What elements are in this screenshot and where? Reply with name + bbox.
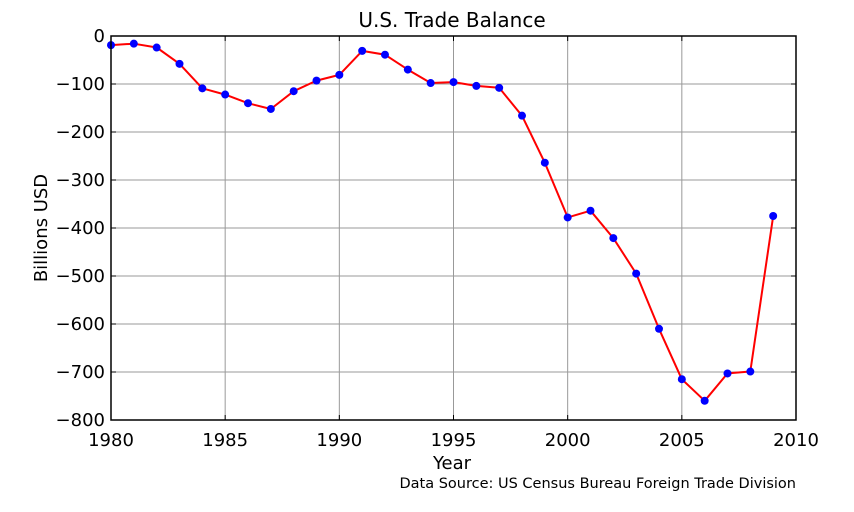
axis-ticks: 1980 1985 1990 1995 2000 2005 2010 0 −100 −200 −30…	[56, 26, 819, 451]
series-layer	[107, 39, 778, 405]
x-tick-label: 1980	[88, 430, 134, 451]
data-point-marker	[632, 269, 641, 278]
data-point-marker	[495, 83, 504, 92]
data-point-marker	[723, 369, 732, 378]
data-point-marker	[700, 396, 709, 405]
data-point-marker	[152, 43, 161, 52]
data-point-marker	[335, 70, 344, 79]
data-point-marker	[129, 39, 138, 48]
data-point-marker	[266, 104, 275, 113]
data-point-marker	[175, 59, 184, 68]
data-point-marker	[381, 50, 389, 59]
data-point-marker	[426, 79, 435, 88]
x-tick-label: 1985	[202, 430, 248, 451]
y-tick-label: −300	[56, 170, 105, 191]
x-tick-label: 2010	[773, 430, 819, 451]
data-point-marker	[221, 90, 230, 99]
y-tick-label: −700	[56, 362, 105, 383]
data-point-marker	[518, 111, 526, 120]
x-axis-label: Year	[432, 453, 472, 474]
data-point-marker	[746, 367, 755, 376]
y-tick-label: 0	[94, 26, 105, 47]
y-tick-label: −400	[56, 218, 105, 239]
data-point-marker	[472, 81, 481, 90]
x-tick-label: 1990	[316, 430, 362, 451]
data-point-marker	[563, 213, 572, 222]
data-point-marker	[312, 76, 321, 85]
data-point-marker	[244, 99, 252, 108]
y-tick-label: −200	[56, 122, 105, 143]
data-source-note: Data Source: US Census Bureau Foreign Tr…	[399, 476, 796, 492]
y-tick-label: −100	[56, 74, 105, 95]
data-point-marker	[289, 87, 298, 96]
chart-title: U.S. Trade Balance	[358, 8, 545, 32]
data-point-marker	[449, 78, 458, 87]
data-point-marker	[358, 46, 367, 55]
y-tick-label: −600	[56, 314, 105, 335]
x-tick-label: 2000	[545, 430, 591, 451]
x-tick-label: 1995	[431, 430, 477, 451]
series-line	[110, 42, 775, 402]
grid	[111, 36, 796, 420]
data-point-marker	[586, 206, 595, 215]
data-point-marker	[540, 158, 549, 167]
data-point-marker	[198, 84, 207, 93]
data-point-marker	[403, 65, 412, 74]
data-point-marker	[609, 234, 618, 243]
x-tick-label: 2005	[659, 430, 705, 451]
y-tick-label: −500	[56, 266, 105, 287]
data-point-marker	[769, 212, 778, 220]
y-axis-label: Billions USD	[31, 174, 52, 282]
data-point-marker	[677, 375, 686, 384]
data-point-marker	[655, 324, 663, 333]
y-tick-label: −800	[56, 410, 105, 431]
